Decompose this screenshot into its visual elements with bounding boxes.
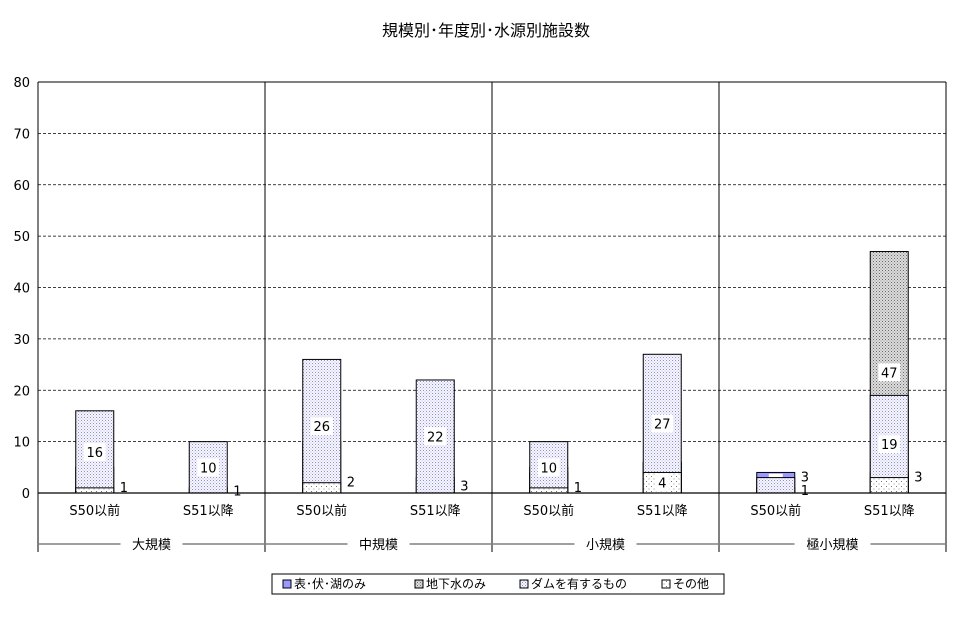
data-label: 1 (574, 481, 582, 496)
data-label: 1 (233, 484, 241, 499)
y-tick-label: 10 (13, 436, 30, 451)
data-label-bg (83, 442, 106, 461)
x-tick-label: S51以降 (637, 504, 688, 519)
legend-swatch (661, 579, 671, 589)
data-label-bg (197, 458, 220, 477)
data-label: 10 (200, 461, 217, 476)
data-label: 19 (881, 438, 898, 453)
bar-segment (529, 487, 569, 494)
data-label: 22 (427, 430, 444, 445)
data-label: 47 (881, 366, 898, 381)
data-label: 26 (313, 420, 330, 435)
group-label: 極小規模 (806, 537, 858, 553)
y-tick-label: 60 (13, 179, 30, 194)
data-label-bg (878, 435, 901, 454)
y-tick-label: 80 (13, 76, 30, 91)
bar-segment (756, 477, 796, 494)
data-label-bg (878, 363, 901, 382)
data-label-bg (424, 427, 447, 446)
x-tick-label: S51以降 (183, 504, 234, 519)
group-label: 小規模 (586, 538, 625, 553)
data-label-bg (537, 458, 560, 477)
data-label: 16 (86, 446, 103, 461)
chart-title: 規模別･年度別･水源別施設数 (382, 21, 590, 40)
legend-swatch (414, 579, 424, 589)
y-tick-label: 40 (13, 282, 30, 297)
legend-label: ダムを有するもの (531, 576, 627, 591)
x-tick-label: S50以前 (69, 503, 120, 519)
data-label: 3 (460, 479, 468, 494)
data-label-bg (651, 414, 674, 433)
y-tick-label: 30 (13, 333, 30, 348)
data-label: 3 (914, 471, 922, 486)
group-label: 中規模 (359, 538, 398, 553)
x-tick-label: S50以前 (296, 503, 347, 519)
legend-box (271, 573, 725, 595)
data-label: 10 (540, 461, 557, 476)
legend-label: 地下水のみ (426, 577, 486, 591)
data-label: 2 (347, 476, 355, 491)
y-tick-label: 50 (13, 230, 30, 245)
x-tick-label: S51以降 (410, 504, 461, 519)
data-label: 1 (801, 484, 809, 499)
data-label: 3 (801, 471, 809, 486)
data-label: 1 (120, 481, 128, 496)
x-tick-label: S50以前 (750, 503, 801, 519)
data-label: 27 (654, 418, 671, 433)
data-label-bg (655, 473, 670, 492)
bar-segment (302, 482, 342, 494)
group-label: 大規模 (132, 538, 171, 553)
bar-segment (75, 487, 115, 494)
y-tick-label: 0 (22, 487, 30, 502)
y-tick-label: 20 (13, 384, 30, 399)
legend-swatch (282, 579, 292, 589)
legend-label: その他 (673, 577, 709, 591)
legend-label: 表･伏･湖のみ (294, 576, 366, 591)
legend-swatch (519, 579, 529, 589)
data-label: 4 (658, 477, 666, 492)
x-tick-label: S50以前 (523, 503, 574, 519)
x-tick-label: S51以降 (864, 504, 915, 519)
data-label-bg (310, 417, 333, 436)
y-tick-label: 70 (13, 127, 30, 142)
bar-segment (869, 477, 909, 494)
